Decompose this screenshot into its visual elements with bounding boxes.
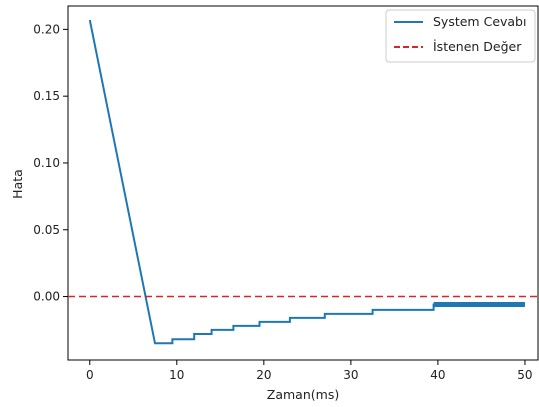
legend-label-target: İstenen Değer (433, 39, 522, 54)
y-tick-label: 0.10 (33, 156, 60, 170)
x-tick-label: 50 (517, 368, 532, 382)
legend-label-system: System Cevabı (433, 14, 526, 29)
legend-box (385, 9, 536, 63)
series-group (68, 19, 538, 345)
series-line-0 (88, 19, 525, 345)
x-tick-label: 0 (86, 368, 94, 382)
y-tick-label: 0.00 (33, 290, 60, 304)
y-tick-label: 0.05 (33, 223, 60, 237)
y-tick-label: 0.15 (33, 89, 60, 103)
y-axis-label: Hata (10, 169, 25, 199)
x-tick-label: 20 (256, 368, 271, 382)
legend: System Cevabı İstenen Değer (385, 9, 536, 63)
y-tick-label: 0.20 (33, 22, 60, 36)
x-tick-label: 10 (169, 368, 184, 382)
x-tick-label: 30 (343, 368, 358, 382)
ticks-group: 0 10 20 30 40 50 0.00 0.05 0.10 0.15 0.20 (33, 22, 532, 382)
x-tick-label: 40 (430, 368, 445, 382)
x-axis-label: Zaman(ms) (267, 387, 339, 402)
